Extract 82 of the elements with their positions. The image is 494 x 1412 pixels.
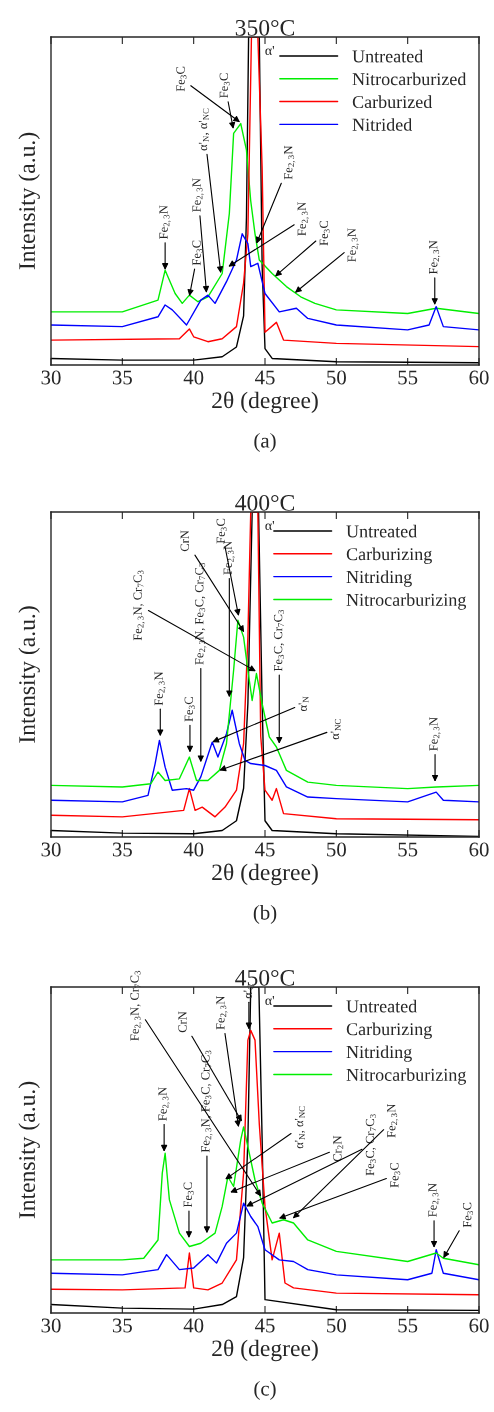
legend-label: Nitriding <box>346 570 412 587</box>
annotation: α'$_{NC}$ <box>330 719 341 740</box>
text: (a) <box>254 433 276 452</box>
legend-label: Untreated <box>352 49 424 63</box>
annotation: Fe$_{3}$C <box>462 1202 474 1228</box>
x-axis-title: 2θ (degree) <box>212 1339 318 1362</box>
annotation: Fe$_{2,3}$N <box>347 228 359 262</box>
annotation: Fe$_{2,3}$N <box>429 240 441 275</box>
annotation: Fe$_{2,3}$N <box>154 671 166 706</box>
annotation: Fe$_{2,3}$N <box>192 178 204 212</box>
annotation: Fe$_{3}$C <box>176 66 187 92</box>
x-axis-title: 2θ (degree) <box>212 391 318 414</box>
legend-label: Nitrided <box>352 118 413 131</box>
x-axis-title: 2θ (degree) <box>212 863 318 886</box>
y-axis-title: Intensity (a.u.) <box>18 606 40 743</box>
annotation: α'$_{N}$, α'$_{NC}$ <box>198 108 209 151</box>
annotation: α' <box>265 995 275 1006</box>
annotation: α'$_{N}$, α'$_{NC}$ <box>294 1106 306 1149</box>
annotation: Fe$_{2,3}$N, Fe$_{3}$C, Cr$_{7}$C$_{3}$ <box>195 562 207 665</box>
legend-label: Carburized <box>352 95 433 109</box>
x-tick-label: 40 <box>183 1318 204 1333</box>
x-tick-label: 30 <box>41 842 61 857</box>
annotation: Fe$_{2,3}$N <box>216 996 228 1030</box>
annotation: Fe$_{2,3}$N <box>284 145 296 180</box>
x-tick-label: 45 <box>254 842 275 857</box>
annotation: α'$_{C}$ <box>243 984 254 999</box>
legend-label: Untreated <box>346 524 417 538</box>
x-tick-label: 45 <box>254 1318 275 1333</box>
annotation: Fe$_{2,3}$N, Fe$_{3}$C, Cr$_{7}$C$_{3}$ <box>201 1050 213 1153</box>
chart-title: 450°C <box>235 969 294 986</box>
annotation: Fe$_{2,3}$N, Cr$_{7}$C$_{3}$ <box>130 970 142 1041</box>
annotation: α' <box>265 45 275 56</box>
x-tick-label: 60 <box>469 370 489 385</box>
x-tick-label: 35 <box>112 370 132 385</box>
x-tick-label: 30 <box>41 370 61 385</box>
annotation: Fe$_{2,3}$N <box>297 202 309 236</box>
x-tick-label: 40 <box>183 370 204 385</box>
legend-label: Nitriding <box>346 1045 412 1062</box>
legend-label: Nitrocarburizing <box>346 593 467 610</box>
annotation: α' <box>265 520 275 531</box>
x-tick-label: 60 <box>469 1318 489 1333</box>
annotation: Fe$_{3}$C <box>184 697 195 722</box>
annotation: Fe$_{2,3}$N, Cr$_{7}$C$_{3}$ <box>133 570 145 641</box>
legend-label: Untreated <box>346 999 417 1013</box>
x-tick-label: 30 <box>41 1318 61 1333</box>
x-tick-label: 35 <box>112 1318 132 1333</box>
annotation: Fe$_{2,3}$N <box>428 1183 440 1217</box>
x-tick-label: 55 <box>398 1318 418 1333</box>
annotation: Fe$_{3}$C <box>219 73 230 98</box>
annotation: Fe$_{2,3}$N <box>158 1087 170 1121</box>
annotation: CrN <box>178 1011 187 1033</box>
text: (b) <box>253 905 277 924</box>
annotation: Fe$_{3}$C, Cr$_{7}$C$_{3}$ <box>273 609 285 672</box>
annotation: Fe$_{2,3}$N <box>159 205 171 239</box>
legend-label: Carburizing <box>346 547 432 564</box>
text: (c) <box>254 1381 276 1400</box>
annotation: α'$_{N}$ <box>298 696 309 712</box>
annotation: Fe$_{3}$C <box>319 220 330 246</box>
annotation: Fe$_{2,3}$N <box>429 717 441 751</box>
x-tick-label: 50 <box>327 842 346 857</box>
x-tick-label: 50 <box>327 370 346 385</box>
annotation: Cr$_{2}$N <box>333 1135 344 1162</box>
y-axis-title: Intensity (a.u.) <box>18 1081 40 1219</box>
x-tick-label: 35 <box>112 842 132 857</box>
x-tick-label: 55 <box>398 842 418 857</box>
y-axis-title: Intensity (a.u.) <box>18 132 40 270</box>
legend-label: Nitrocarburizing <box>346 1068 467 1085</box>
annotation: Fe$_{3}$C <box>390 1162 401 1188</box>
x-tick-label: 50 <box>327 1318 346 1333</box>
chart-title: 400°C <box>235 494 294 511</box>
annotation: Fe$_{3}$C <box>192 240 203 266</box>
x-tick-label: 45 <box>254 370 275 385</box>
legend-label: Nitrocarburized <box>352 72 467 86</box>
x-tick-label: 40 <box>183 842 204 857</box>
annotation: Fe$_{3}$C <box>183 1182 194 1208</box>
x-tick-label: 55 <box>398 370 418 385</box>
annotation: CrN <box>180 530 189 552</box>
legend-label: Carburizing <box>346 1022 432 1039</box>
x-tick-label: 60 <box>469 842 489 857</box>
annotation: Fe$_{2,3}$N <box>387 1103 399 1138</box>
chart-title: 350°C <box>235 19 294 36</box>
annotation: Fe$_{3}$C, Cr$_{7}$C$_{3}$ <box>365 1114 376 1176</box>
